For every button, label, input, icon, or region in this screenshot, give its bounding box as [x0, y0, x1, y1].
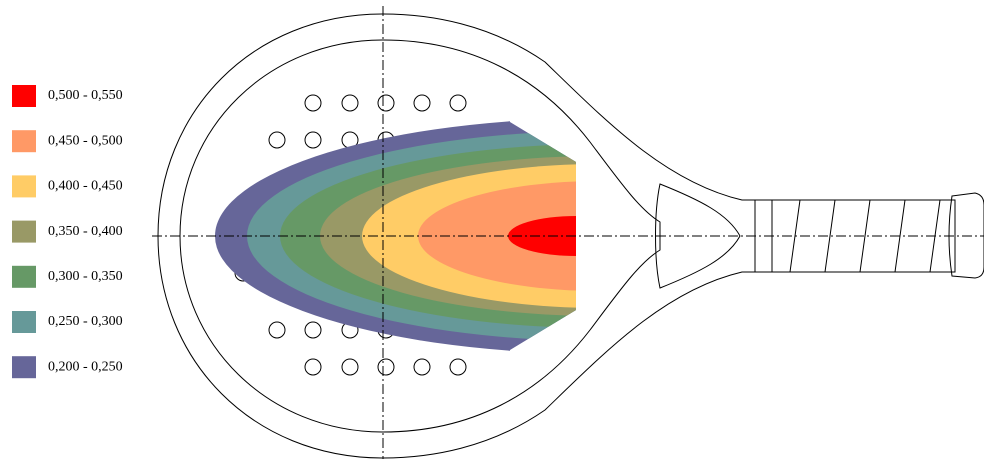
- racket-throat: [655, 183, 741, 289]
- holes: [234, 94, 467, 376]
- legend-label: 0,250 - 0,300: [48, 314, 123, 329]
- legend-swatch: [12, 220, 36, 243]
- legend-label: 0,350 - 0,400: [48, 224, 123, 239]
- legend-swatch: [12, 175, 36, 198]
- legend-label: 0,400 - 0,450: [48, 179, 123, 194]
- legend-swatch: [12, 356, 36, 379]
- legend-label: 0,300 - 0,350: [48, 269, 123, 284]
- legend-swatch: [12, 130, 36, 153]
- racket-inner: [179, 39, 661, 433]
- legend-label: 0,200 - 0,250: [48, 359, 123, 374]
- handle-cap: [948, 192, 984, 279]
- legend-swatch: [12, 311, 36, 333]
- contour-band: [418, 181, 576, 291]
- contour-bands: [215, 118, 576, 354]
- contour-band: [508, 216, 576, 256]
- legend-label: 0,500 - 0,550: [48, 88, 123, 103]
- legend-swatch: [12, 265, 36, 288]
- legend-label: 0,450 - 0,500: [48, 133, 123, 148]
- legend: 0,500 - 0,550 0,450 - 0,500 0,400 - 0,450 0…: [12, 85, 123, 379]
- legend-swatch: [12, 85, 36, 107]
